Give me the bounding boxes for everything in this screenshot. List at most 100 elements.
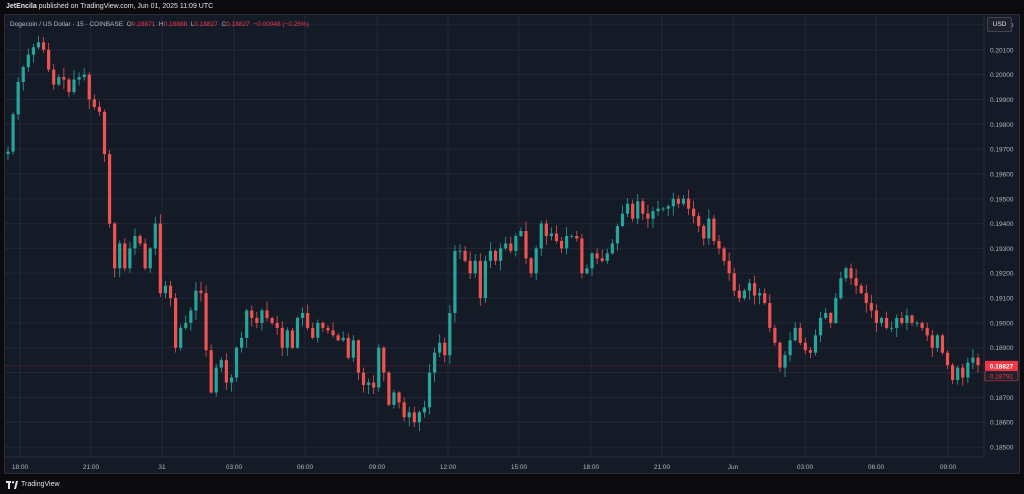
candle-body — [47, 49, 51, 70]
candle-body — [87, 74, 91, 100]
candle-body — [646, 213, 650, 219]
candle-body — [331, 330, 335, 336]
candle-body — [488, 250, 493, 261]
candle-body — [366, 382, 371, 385]
y-tick-label: 0.19000 — [990, 320, 1014, 327]
candle-body — [57, 77, 61, 85]
candle-body — [615, 226, 620, 244]
candle-body — [625, 203, 630, 214]
candle-body — [21, 67, 25, 83]
candle-body — [138, 236, 142, 244]
candle-body — [458, 250, 462, 252]
x-tick-label: 21:00 — [83, 464, 100, 471]
candle-body — [453, 250, 457, 313]
candle-body — [808, 350, 813, 353]
symbol-title: Dogecoin / US Dollar · 15 · COINBASE — [10, 21, 124, 28]
candle-body — [168, 285, 173, 299]
candle-body — [595, 253, 599, 259]
candle-body — [321, 322, 325, 328]
candle-body — [478, 260, 482, 299]
candle-body — [641, 201, 645, 214]
candle-body — [920, 322, 924, 328]
y-tick-label: 0.19200 — [990, 271, 1014, 278]
plot-area — [5, 15, 984, 457]
candle-body — [407, 412, 411, 418]
candle-body — [580, 238, 584, 274]
y-tick-label: 0.18900 — [990, 345, 1014, 352]
candle-body — [519, 231, 523, 236]
x-tick-label: 15:00 — [511, 464, 528, 471]
low-value: 0.18827 — [194, 21, 218, 28]
candle-body — [905, 315, 909, 323]
y-tick-label: 0.19700 — [990, 147, 1014, 154]
candle-body — [250, 310, 254, 318]
candle-body — [270, 317, 274, 323]
candle-body — [559, 240, 564, 249]
candle-body — [311, 327, 315, 338]
candle-body — [758, 293, 762, 296]
candle-body — [306, 312, 310, 328]
candle-body — [260, 310, 264, 323]
currency-button[interactable]: USD — [987, 17, 1012, 32]
close-label: C — [221, 21, 227, 28]
candle-body — [839, 278, 843, 299]
change-value: −0.00048 (−0.25%) — [253, 21, 309, 28]
candle-body — [945, 352, 950, 366]
candle-body — [62, 77, 66, 80]
current-price-label: 0.18827 — [990, 363, 1014, 370]
candle-body — [824, 312, 828, 318]
tradingview-brand: TradingView — [21, 481, 60, 488]
candle-body — [631, 203, 635, 219]
candle-body — [280, 327, 284, 348]
candle-body — [697, 216, 701, 227]
x-tick-label: 03:00 — [797, 464, 814, 471]
candle-body — [854, 278, 858, 286]
candle-body — [194, 290, 198, 311]
author-name: JetEncila — [6, 3, 37, 10]
x-tick-label: 06:00 — [868, 464, 885, 471]
x-tick-label: 03:00 — [226, 464, 243, 471]
candle-body — [255, 317, 259, 323]
candle-body — [829, 312, 833, 323]
candlestick-chart[interactable]: 0.185000.186000.187000.188000.189000.190… — [0, 0, 1024, 476]
candle-body — [173, 298, 178, 348]
candle-body — [565, 236, 569, 249]
candle-body — [341, 337, 345, 341]
candle-body — [224, 360, 228, 383]
candle-body — [951, 365, 955, 381]
publish-header: JetEncila published on TradingView.com, … — [0, 0, 1024, 14]
candle-body — [31, 47, 35, 55]
candle-body — [133, 236, 137, 249]
candle-body — [448, 312, 452, 356]
candle-body — [361, 372, 366, 385]
high-value: 0.18888 — [163, 21, 188, 28]
y-tick-label: 0.20100 — [990, 47, 1014, 54]
candle-body — [549, 233, 554, 236]
candle-body — [707, 218, 711, 239]
candle-body — [326, 327, 330, 331]
candle-body — [214, 367, 218, 393]
candle-body — [148, 248, 152, 269]
candle-body — [976, 357, 980, 366]
candle-body — [803, 342, 807, 351]
candle-body — [102, 111, 107, 155]
candle-body — [651, 211, 655, 219]
candle-body — [72, 79, 76, 92]
candle-body — [961, 367, 965, 378]
candle-body — [834, 298, 838, 323]
candle-body — [422, 407, 427, 413]
candle-body — [417, 412, 421, 423]
x-tick-label: Jun — [728, 464, 739, 471]
open-value: 0.18871 — [131, 21, 156, 28]
candle-body — [107, 154, 112, 224]
y-tick-label: 0.19100 — [990, 296, 1014, 303]
x-tick-label: 31 — [158, 464, 166, 471]
candle-body — [377, 347, 381, 388]
candle-body — [890, 327, 894, 329]
candle-body — [514, 236, 518, 251]
candle-body — [544, 223, 548, 236]
candle-body — [925, 327, 929, 336]
candle-body — [382, 347, 386, 373]
candle-body — [473, 260, 477, 274]
candle-body — [600, 258, 604, 261]
